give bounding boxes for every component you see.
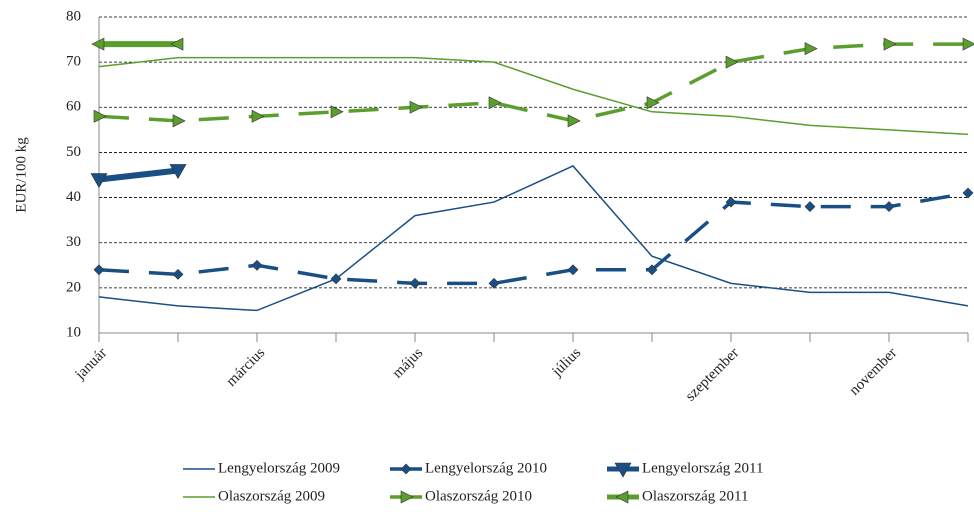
marker — [883, 201, 895, 213]
marker — [646, 264, 658, 276]
marker — [409, 277, 421, 289]
legend-label: Olaszország 2010 — [425, 488, 532, 504]
x-tick-label: szeptember — [683, 345, 743, 405]
marker — [725, 55, 739, 69]
marker — [567, 114, 581, 128]
legend-label: Lengyelország 2011 — [642, 460, 764, 476]
legend-label: Olaszország 2009 — [218, 488, 325, 504]
y-tick-label: 60 — [66, 99, 81, 115]
series-line — [98, 191, 969, 286]
marker — [169, 164, 187, 180]
marker — [93, 264, 105, 276]
marker — [400, 463, 412, 475]
legend-label: Lengyelország 2009 — [218, 460, 340, 476]
x-tick-label: május — [390, 345, 427, 382]
series-line — [98, 42, 968, 123]
series-line — [98, 167, 179, 183]
y-tick-label: 80 — [66, 8, 81, 24]
y-tick-label: 10 — [66, 324, 81, 340]
marker — [646, 96, 660, 110]
marker — [90, 173, 108, 189]
marker — [725, 196, 737, 208]
marker — [251, 109, 265, 123]
marker — [883, 37, 897, 51]
legend-label: Olaszország 2011 — [642, 488, 749, 504]
y-tick-label: 20 — [66, 279, 81, 295]
marker — [172, 268, 184, 280]
marker — [330, 273, 342, 285]
marker — [170, 37, 184, 51]
x-tick-label: január — [72, 345, 111, 384]
series-line — [98, 165, 969, 312]
marker — [93, 109, 107, 123]
marker — [804, 201, 816, 213]
x-tick-label: július — [549, 345, 585, 381]
marker — [488, 277, 500, 289]
y-tick-label: 70 — [66, 54, 81, 70]
marker — [172, 114, 186, 128]
marker — [400, 490, 414, 504]
y-tick-label: 50 — [66, 144, 81, 160]
marker — [962, 37, 974, 51]
marker — [567, 264, 579, 276]
marker — [962, 187, 974, 199]
marker — [251, 259, 263, 271]
legend-label: Lengyelország 2010 — [425, 460, 547, 476]
marker — [409, 100, 423, 114]
y-tick-label: 30 — [66, 234, 81, 250]
y-axis-label: EUR/100 kg — [13, 137, 29, 213]
y-tick-label: 40 — [66, 189, 81, 205]
marker — [91, 37, 105, 51]
x-tick-label: március — [223, 345, 268, 390]
marker — [615, 490, 629, 504]
marker — [804, 42, 818, 56]
marker — [488, 96, 502, 110]
marker — [330, 105, 344, 119]
series-line — [98, 56, 969, 136]
marker — [614, 462, 632, 478]
x-tick-label: november — [847, 345, 901, 399]
